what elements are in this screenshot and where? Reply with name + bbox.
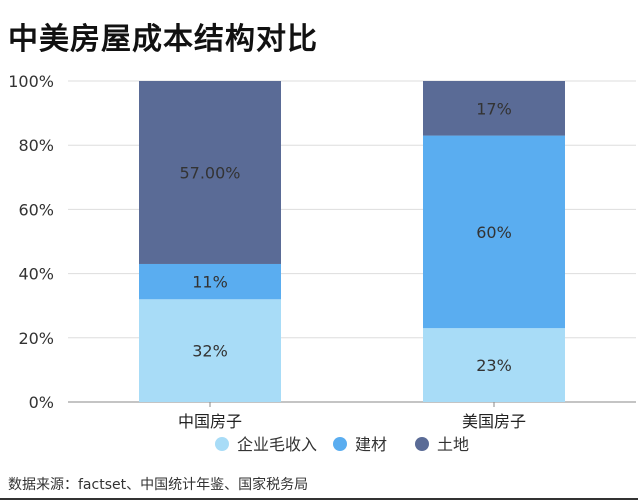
data-label: 23% [476,356,512,375]
legend-swatch [415,437,429,451]
y-tick-label: 80% [18,136,54,155]
bar-segment [423,328,565,402]
legend-label: 建材 [355,435,387,454]
bar-segment [139,81,281,264]
legend-swatch [215,437,229,451]
data-label: 60% [476,223,512,242]
bar-segment [139,263,281,300]
x-tick-label: 美国房子 [462,412,526,431]
y-tick-label: 40% [18,265,54,284]
legend-label: 企业毛收入 [237,435,317,454]
y-axis: 0% 20% 40% 60% 80% 100% [8,72,54,412]
data-label: 17% [476,99,512,118]
bottom-rule [0,498,638,500]
legend-swatch [333,437,347,451]
bars: 32% 11% 57.00% 23% 60% 17% [139,81,565,402]
bar-segment [423,135,565,329]
legend: 企业毛收入 建材 土地 [215,435,469,454]
data-label: 11% [192,273,228,292]
x-axis: 中国房子 美国房子 [178,402,526,431]
data-label: 57.00% [179,163,240,182]
legend-label: 土地 [437,435,469,454]
y-tick-label: 100% [8,72,54,91]
y-tick-label: 0% [29,393,54,412]
x-tick-label: 中国房子 [178,412,242,431]
data-source-note: 数据来源：factset、中国统计年鉴、国家税务局 [8,477,309,493]
bar-segment [423,81,565,136]
data-label: 32% [192,342,228,361]
stacked-bar-chart: 0% 20% 40% 60% 80% 100% 32% 11% 57.00% 23% 60% 17%… [8,72,636,454]
y-tick-label: 20% [18,329,54,348]
y-tick-label: 60% [18,200,54,219]
chart-title: 中美房屋成本结构对比 [8,22,318,57]
bar-segment [139,299,281,402]
